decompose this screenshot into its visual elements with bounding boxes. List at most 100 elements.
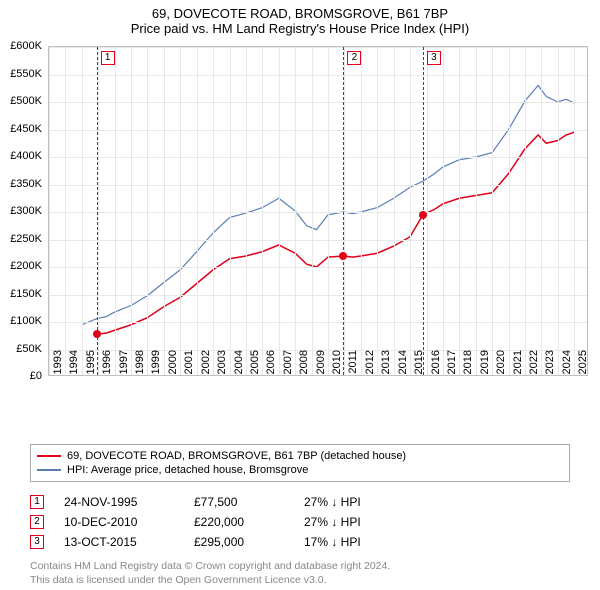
sale-point [339, 252, 347, 260]
gridline-v [574, 47, 575, 375]
x-axis-label: 2012 [364, 350, 376, 380]
x-axis-label: 2000 [167, 350, 179, 380]
gridline-v [492, 47, 493, 375]
x-axis-label: 2015 [413, 350, 425, 380]
gridline-h [49, 295, 587, 296]
sale-marker-box: 1 [101, 51, 115, 65]
x-axis-label: 2008 [298, 350, 310, 380]
x-axis-label: 2009 [315, 350, 327, 380]
attribution: Contains HM Land Registry data © Crown c… [30, 560, 570, 587]
gridline-v [476, 47, 477, 375]
sale-point [93, 330, 101, 338]
sale-marker-box: 3 [427, 51, 441, 65]
legend-swatch [37, 455, 61, 457]
y-axis-label: £200K [0, 260, 42, 272]
sale-marker-box: 2 [347, 51, 361, 65]
gridline-v [180, 47, 181, 375]
x-axis-label: 1998 [134, 350, 146, 380]
x-axis-label: 2019 [479, 350, 491, 380]
x-axis-label: 1994 [68, 350, 80, 380]
x-axis-label: 2021 [512, 350, 524, 380]
sale-row-marker: 2 [30, 515, 44, 529]
y-axis-label: £250K [0, 233, 42, 245]
sale-date: 13-OCT-2015 [64, 535, 174, 549]
gridline-v [558, 47, 559, 375]
sale-date: 10-DEC-2010 [64, 515, 174, 529]
attribution-line: Contains HM Land Registry data © Crown c… [30, 560, 570, 574]
gridline-v [295, 47, 296, 375]
gridline-h [49, 240, 587, 241]
gridline-v [427, 47, 428, 375]
x-axis-label: 2003 [216, 350, 228, 380]
x-axis-label: 2018 [462, 350, 474, 380]
x-axis-label: 2007 [282, 350, 294, 380]
chart-title: 69, DOVECOTE ROAD, BROMSGROVE, B61 7BP [0, 0, 600, 21]
gridline-v [410, 47, 411, 375]
sale-marker-line [97, 47, 98, 375]
x-axis-label: 2002 [200, 350, 212, 380]
gridline-v [230, 47, 231, 375]
y-axis-label: £100K [0, 315, 42, 327]
gridline-h [49, 102, 587, 103]
gridline-h [49, 157, 587, 158]
gridline-v [131, 47, 132, 375]
sale-delta: 27% ↓ HPI [304, 495, 404, 509]
attribution-line: This data is licensed under the Open Gov… [30, 574, 570, 588]
gridline-v [443, 47, 444, 375]
gridline-v [98, 47, 99, 375]
legend: 69, DOVECOTE ROAD, BROMSGROVE, B61 7BP (… [30, 444, 570, 482]
y-axis-label: £50K [0, 343, 42, 355]
plot-region: 1 2 3 [48, 46, 588, 376]
sale-price: £220,000 [194, 515, 284, 529]
x-axis-label: 2022 [528, 350, 540, 380]
x-axis-label: 2013 [380, 350, 392, 380]
gridline-v [82, 47, 83, 375]
x-axis-label: 2001 [183, 350, 195, 380]
x-axis-label: 2006 [265, 350, 277, 380]
sale-price: £295,000 [194, 535, 284, 549]
y-axis-label: £400K [0, 150, 42, 162]
x-axis-label: 2020 [495, 350, 507, 380]
series-line [97, 132, 575, 334]
gridline-h [49, 322, 587, 323]
gridline-h [49, 267, 587, 268]
gridline-v [213, 47, 214, 375]
x-axis-label: 2011 [347, 350, 359, 380]
gridline-v [361, 47, 362, 375]
y-axis-label: £550K [0, 68, 42, 80]
legend-label: HPI: Average price, detached house, Brom… [67, 464, 308, 476]
legend-row: 69, DOVECOTE ROAD, BROMSGROVE, B61 7BP (… [37, 449, 563, 463]
gridline-v [459, 47, 460, 375]
gridline-h [49, 130, 587, 131]
y-axis-label: £150K [0, 288, 42, 300]
sale-price: £77,500 [194, 495, 284, 509]
gridline-v [115, 47, 116, 375]
x-axis-label: 2025 [577, 350, 589, 380]
legend-row: HPI: Average price, detached house, Brom… [37, 463, 563, 477]
gridline-v [262, 47, 263, 375]
x-axis-label: 2024 [561, 350, 573, 380]
gridline-v [246, 47, 247, 375]
x-axis-label: 2004 [233, 350, 245, 380]
x-axis-label: 2023 [544, 350, 556, 380]
x-axis-label: 1996 [101, 350, 113, 380]
gridline-h [49, 185, 587, 186]
y-axis-label: £600K [0, 40, 42, 52]
sale-delta: 27% ↓ HPI [304, 515, 404, 529]
x-axis-label: 1997 [118, 350, 130, 380]
sale-marker-line [343, 47, 344, 375]
legend-label: 69, DOVECOTE ROAD, BROMSGROVE, B61 7BP (… [67, 450, 406, 462]
x-axis-label: 2014 [397, 350, 409, 380]
sale-row-marker: 1 [30, 495, 44, 509]
gridline-v [344, 47, 345, 375]
gridline-v [394, 47, 395, 375]
legend-and-footer: 69, DOVECOTE ROAD, BROMSGROVE, B61 7BP (… [30, 444, 570, 587]
x-axis-label: 1993 [52, 350, 64, 380]
x-axis-label: 2010 [331, 350, 343, 380]
gridline-v [279, 47, 280, 375]
sale-date: 24-NOV-1995 [64, 495, 174, 509]
y-axis-label: £350K [0, 178, 42, 190]
gridline-v [164, 47, 165, 375]
gridline-h [49, 212, 587, 213]
y-axis-label: £300K [0, 205, 42, 217]
